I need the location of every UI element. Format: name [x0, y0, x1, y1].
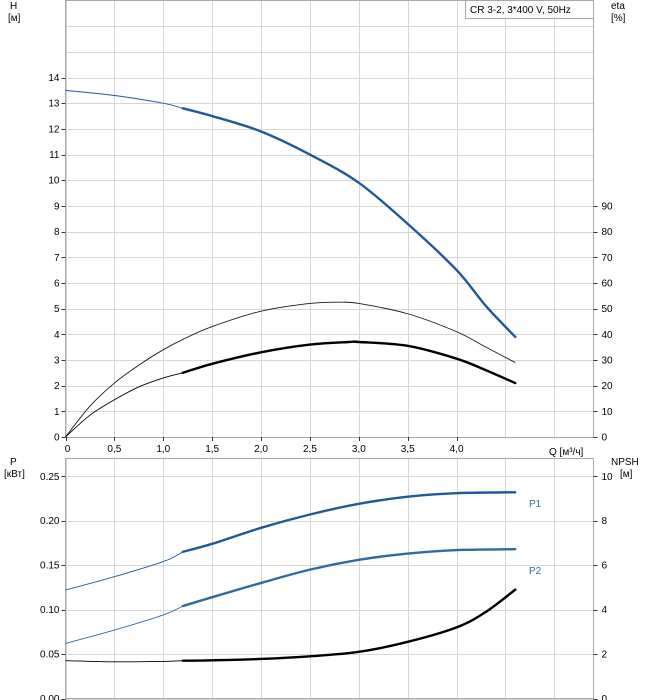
x-tick-label: 3,5	[401, 444, 415, 455]
series-2-thin-line	[65, 372, 183, 438]
left-tick-label: 0.00	[40, 694, 60, 700]
p2-thick-line	[181, 547, 517, 608]
p1-thin-line	[65, 551, 184, 591]
left-tick-label: 0.15	[40, 561, 60, 572]
x-tick-label: 3,0	[352, 444, 366, 455]
left-tick-label: 4	[54, 330, 60, 341]
right-tick-label: 10	[602, 472, 614, 483]
x-tick-label: 1,5	[205, 444, 219, 455]
left-tick-label: 7	[54, 253, 60, 264]
series-1-thin-line	[65, 301, 516, 438]
p2-thin-line	[65, 605, 184, 644]
p2-series-label: P2	[529, 566, 542, 577]
right-tick-label: 50	[602, 304, 614, 315]
left-tick-label: 1	[54, 407, 60, 418]
top-right-tick-labels: 0 10 20 30 40 50 60 70 80 90	[593, 201, 614, 444]
legend-box	[465, 0, 594, 19]
x-tick-label: 2,0	[254, 444, 268, 455]
right-tick-label: 4	[602, 605, 608, 616]
legend-text: CR 3-2, 3*400 V, 50Hz	[470, 5, 571, 16]
eta-axis-label: eta	[611, 1, 625, 12]
left-tick-label: 0.25	[40, 472, 60, 483]
top-grid	[65, 0, 594, 438]
series-2-thick-line	[181, 340, 517, 385]
left-tick-label: 9	[54, 201, 60, 212]
right-tick-label: 6	[602, 561, 608, 572]
right-tick-label: 0	[602, 694, 608, 700]
right-tick-label: 60	[602, 278, 614, 289]
series-0-thick-line	[181, 107, 517, 339]
bottom-plot-frame	[65, 458, 594, 699]
x-tick-label: 1,0	[156, 444, 170, 455]
left-tick-label: 14	[48, 73, 60, 84]
left-tick-label: 6	[54, 278, 60, 289]
left-tick-label: 8	[54, 227, 60, 238]
series-0-thin-line	[65, 89, 183, 109]
right-tick-label: 0	[602, 433, 608, 444]
npsh-axis-unit: [м]	[620, 469, 633, 480]
left-tick-label: 5	[54, 304, 60, 315]
power-axis-unit: [кВт]	[4, 469, 25, 480]
top-x-tick-labels: 0 0,5 1,0 1,5 2,0 2,5 3,0 3,5 4,0	[65, 437, 464, 455]
top-plot-frame	[65, 0, 594, 438]
left-tick-label: 2	[54, 381, 60, 392]
left-tick-label: 11	[49, 150, 60, 161]
right-tick-label: 2	[602, 650, 608, 661]
bottom-panel: 0.00 0.05 0.10 0.15 0.20 0.25 0 2 4 6 8 10 P [кВт]…	[4, 457, 639, 700]
right-tick-label: 20	[602, 381, 614, 392]
bottom-grid	[65, 458, 594, 700]
x-tick-label: 2,5	[303, 444, 317, 455]
left-tick-label: 0	[54, 433, 60, 444]
p1-series-label: P1	[529, 499, 542, 510]
x-tick-label: 0	[65, 444, 71, 455]
right-tick-label: 90	[602, 201, 614, 212]
left-tick-label: 13	[48, 99, 60, 110]
series-2-thin-line	[65, 660, 183, 663]
right-tick-label: 70	[602, 253, 614, 264]
right-tick-label: 10	[602, 407, 614, 418]
left-tick-label: 3	[54, 355, 60, 366]
x-tick-label: 0,5	[107, 444, 121, 455]
head-axis-label: H	[10, 1, 17, 12]
p1-thick-line	[181, 491, 517, 554]
x-tick-label: 4,0	[450, 444, 464, 455]
right-tick-label: 80	[602, 227, 614, 238]
flow-axis-label: Q [м³/ч]	[549, 447, 584, 458]
top-series	[65, 89, 517, 438]
head-axis-unit: [м]	[8, 13, 21, 24]
bottom-left-tick-labels: 0.00 0.05 0.10 0.15 0.20 0.25	[40, 472, 66, 700]
power-axis-label: P	[10, 457, 17, 468]
bottom-right-tick-labels: 0 2 4 6 8 10	[593, 472, 614, 700]
left-tick-label: 0.10	[40, 605, 60, 616]
eta-axis-unit: [%]	[611, 13, 626, 24]
npsh-axis-label: NPSH	[611, 457, 639, 468]
left-tick-label: 10	[48, 176, 60, 187]
left-tick-label: 0.20	[40, 516, 60, 527]
right-tick-label: 30	[602, 355, 614, 366]
bottom-series	[65, 491, 517, 663]
left-tick-label: 12	[48, 124, 60, 135]
right-tick-label: 8	[602, 516, 608, 527]
right-tick-label: 40	[602, 330, 614, 341]
left-tick-label: 0.05	[40, 650, 60, 661]
series-2-thick-line	[181, 588, 517, 662]
